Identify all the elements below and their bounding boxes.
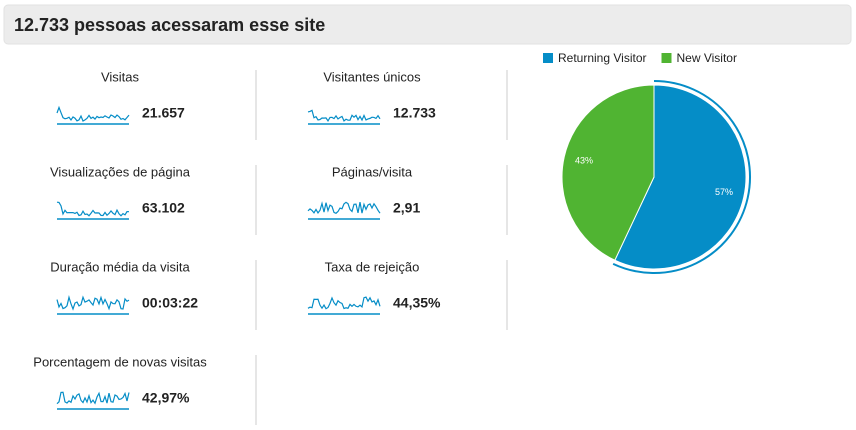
sparkline xyxy=(56,201,130,217)
legend-label[interactable]: New Visitor xyxy=(677,51,737,65)
sparkline xyxy=(307,296,381,310)
slice-highlight xyxy=(612,80,751,274)
metric-label: Duração média da visita xyxy=(50,259,190,274)
sparkline xyxy=(56,105,130,122)
header-bar xyxy=(3,4,852,45)
metric-value: 00:03:22 xyxy=(142,295,198,311)
legend-swatch[interactable] xyxy=(661,53,672,63)
metric-label: Visitas xyxy=(101,69,140,84)
legend-swatch[interactable] xyxy=(543,53,553,63)
sparkline xyxy=(307,109,381,123)
metric-value: 44,35% xyxy=(393,295,441,311)
metric-value: 21.657 xyxy=(142,105,185,121)
sparkline xyxy=(56,295,130,311)
metric-value: 2,91 xyxy=(393,200,420,216)
pie-slice[interactable] xyxy=(561,84,655,261)
header-title: 12.733 pessoas acessaram esse site xyxy=(14,15,325,35)
slice-label: 57% xyxy=(715,187,733,197)
slice-label: 43% xyxy=(575,156,593,166)
sparkline xyxy=(56,391,130,405)
legend-label[interactable]: Returning Visitor xyxy=(558,51,647,65)
metric-value: 12.733 xyxy=(393,105,436,121)
metric-label: Taxa de rejeição xyxy=(325,259,420,274)
sparkline xyxy=(307,201,381,214)
metric-value: 63.102 xyxy=(142,200,185,216)
metric-label: Porcentagem de novas visitas xyxy=(33,354,207,369)
metric-value: 42,97% xyxy=(142,390,190,406)
metric-label: Páginas/visita xyxy=(332,164,413,179)
metric-label: Visualizações de página xyxy=(50,164,191,179)
pie-slice[interactable] xyxy=(614,84,747,270)
metric-label: Visitantes únicos xyxy=(323,69,421,84)
